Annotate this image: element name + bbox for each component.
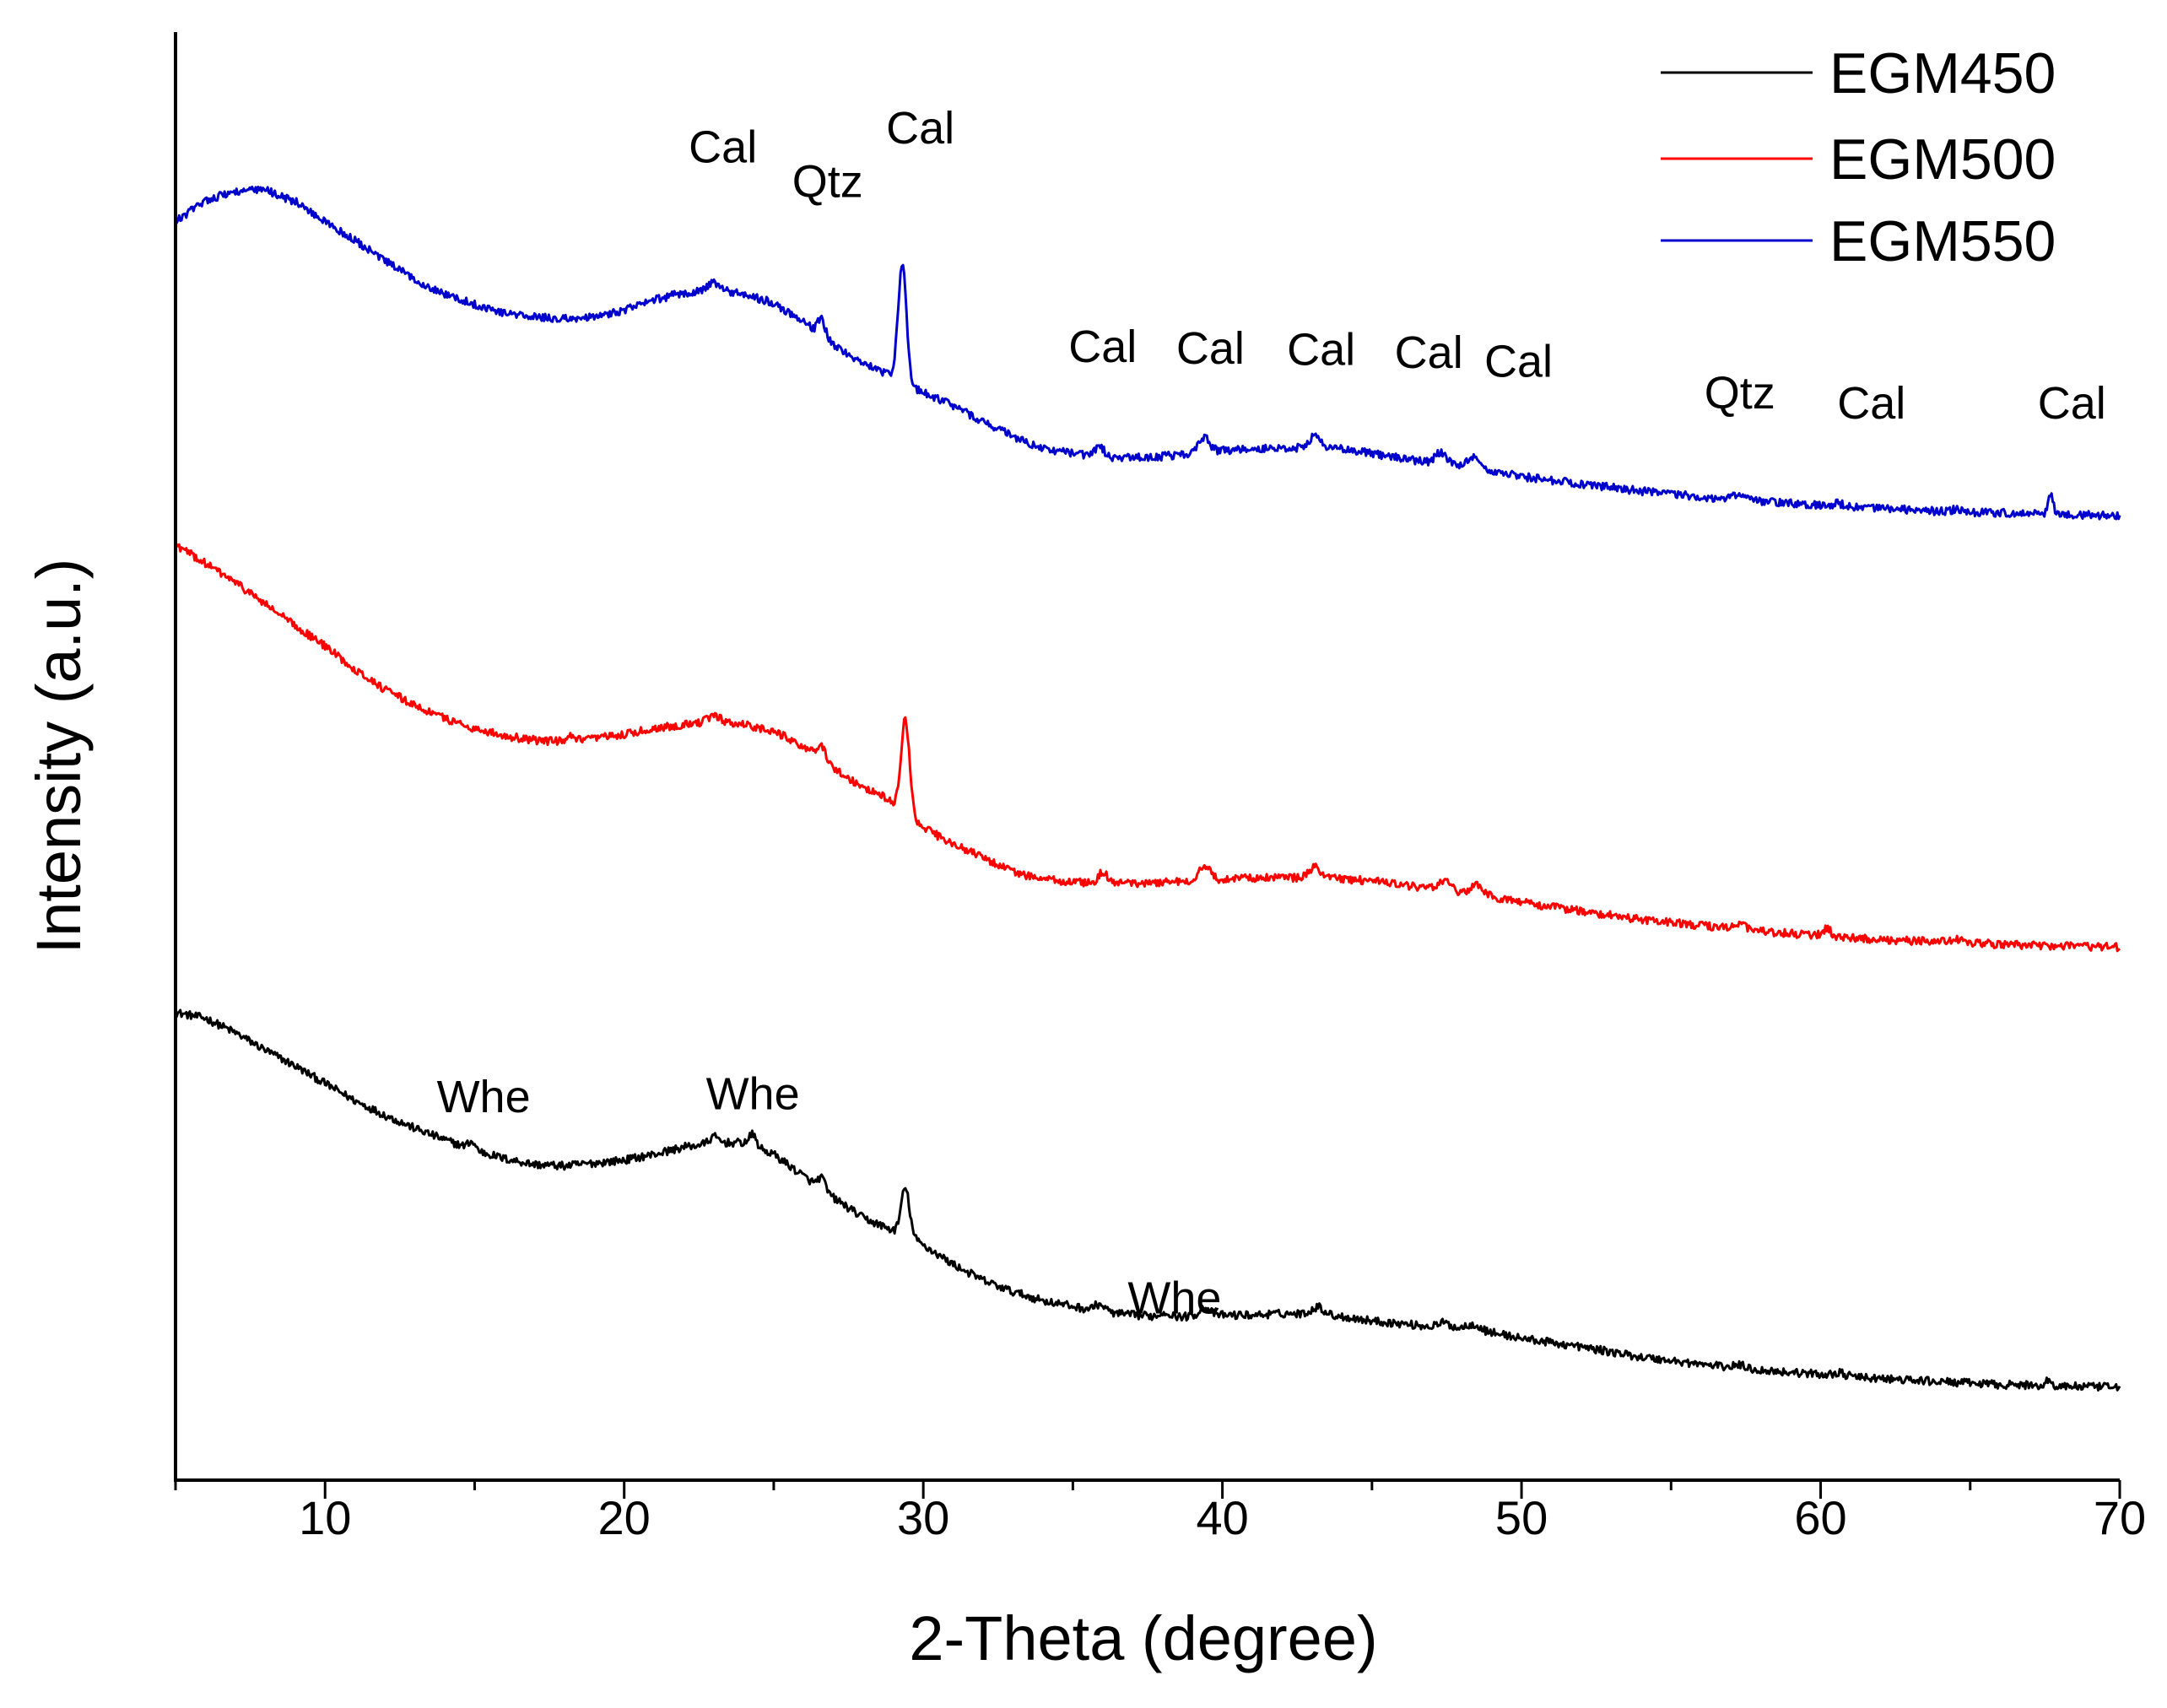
legend: EGM450 EGM500 EGM550 [1661,41,2056,273]
peak-label-whe: Whe [706,1069,800,1120]
peak-label-cal: Cal [1837,378,1905,429]
peak-annotations: Cal Qtz Cal Cal Cal Cal Cal Cal Qtz Cal Cal Whe Whe W… [437,103,2106,1324]
y-axis-label: Intensity (a.u.) [24,559,94,954]
peak-label-cal: Cal [2038,378,2106,429]
peak-label-cal: Cal [1395,327,1463,378]
peak-label-qtz: Qtz [1705,368,1775,419]
legend-label-egm500: EGM500 [1829,127,2056,192]
series-layer [174,186,2121,1392]
x-tick-label: 10 [299,1491,351,1544]
legend-label-egm450: EGM450 [1829,41,2056,105]
peak-label-whe: Whe [437,1072,531,1122]
peak-label-cal: Cal [1484,336,1553,386]
x-tick-label: 20 [598,1491,651,1544]
peak-label-cal: Cal [1176,323,1245,374]
peak-label-cal: Cal [1068,322,1137,372]
x-tick-label: 70 [2094,1491,2146,1544]
series-line-egm500 [174,543,2121,953]
x-tick-label: 50 [1495,1491,1548,1544]
peak-label-qtz: Qtz [792,157,863,208]
series-line-egm550 [174,186,2121,521]
peak-label-cal: Cal [1287,325,1355,376]
peak-label-whe: Whe [1127,1273,1221,1324]
peak-label-cal: Cal [886,103,954,154]
x-tick-label: 60 [1794,1491,1846,1544]
series-line-egm450 [175,1008,2121,1392]
x-axis-label: 2-Theta (degree) [909,1603,1377,1673]
legend-label-egm550: EGM550 [1829,209,2056,273]
peak-label-cal: Cal [689,122,757,172]
x-tick-label: 30 [897,1491,949,1544]
x-ticks: 10 20 30 40 50 60 70 [174,1480,2146,1544]
x-tick-label: 40 [1196,1491,1248,1544]
